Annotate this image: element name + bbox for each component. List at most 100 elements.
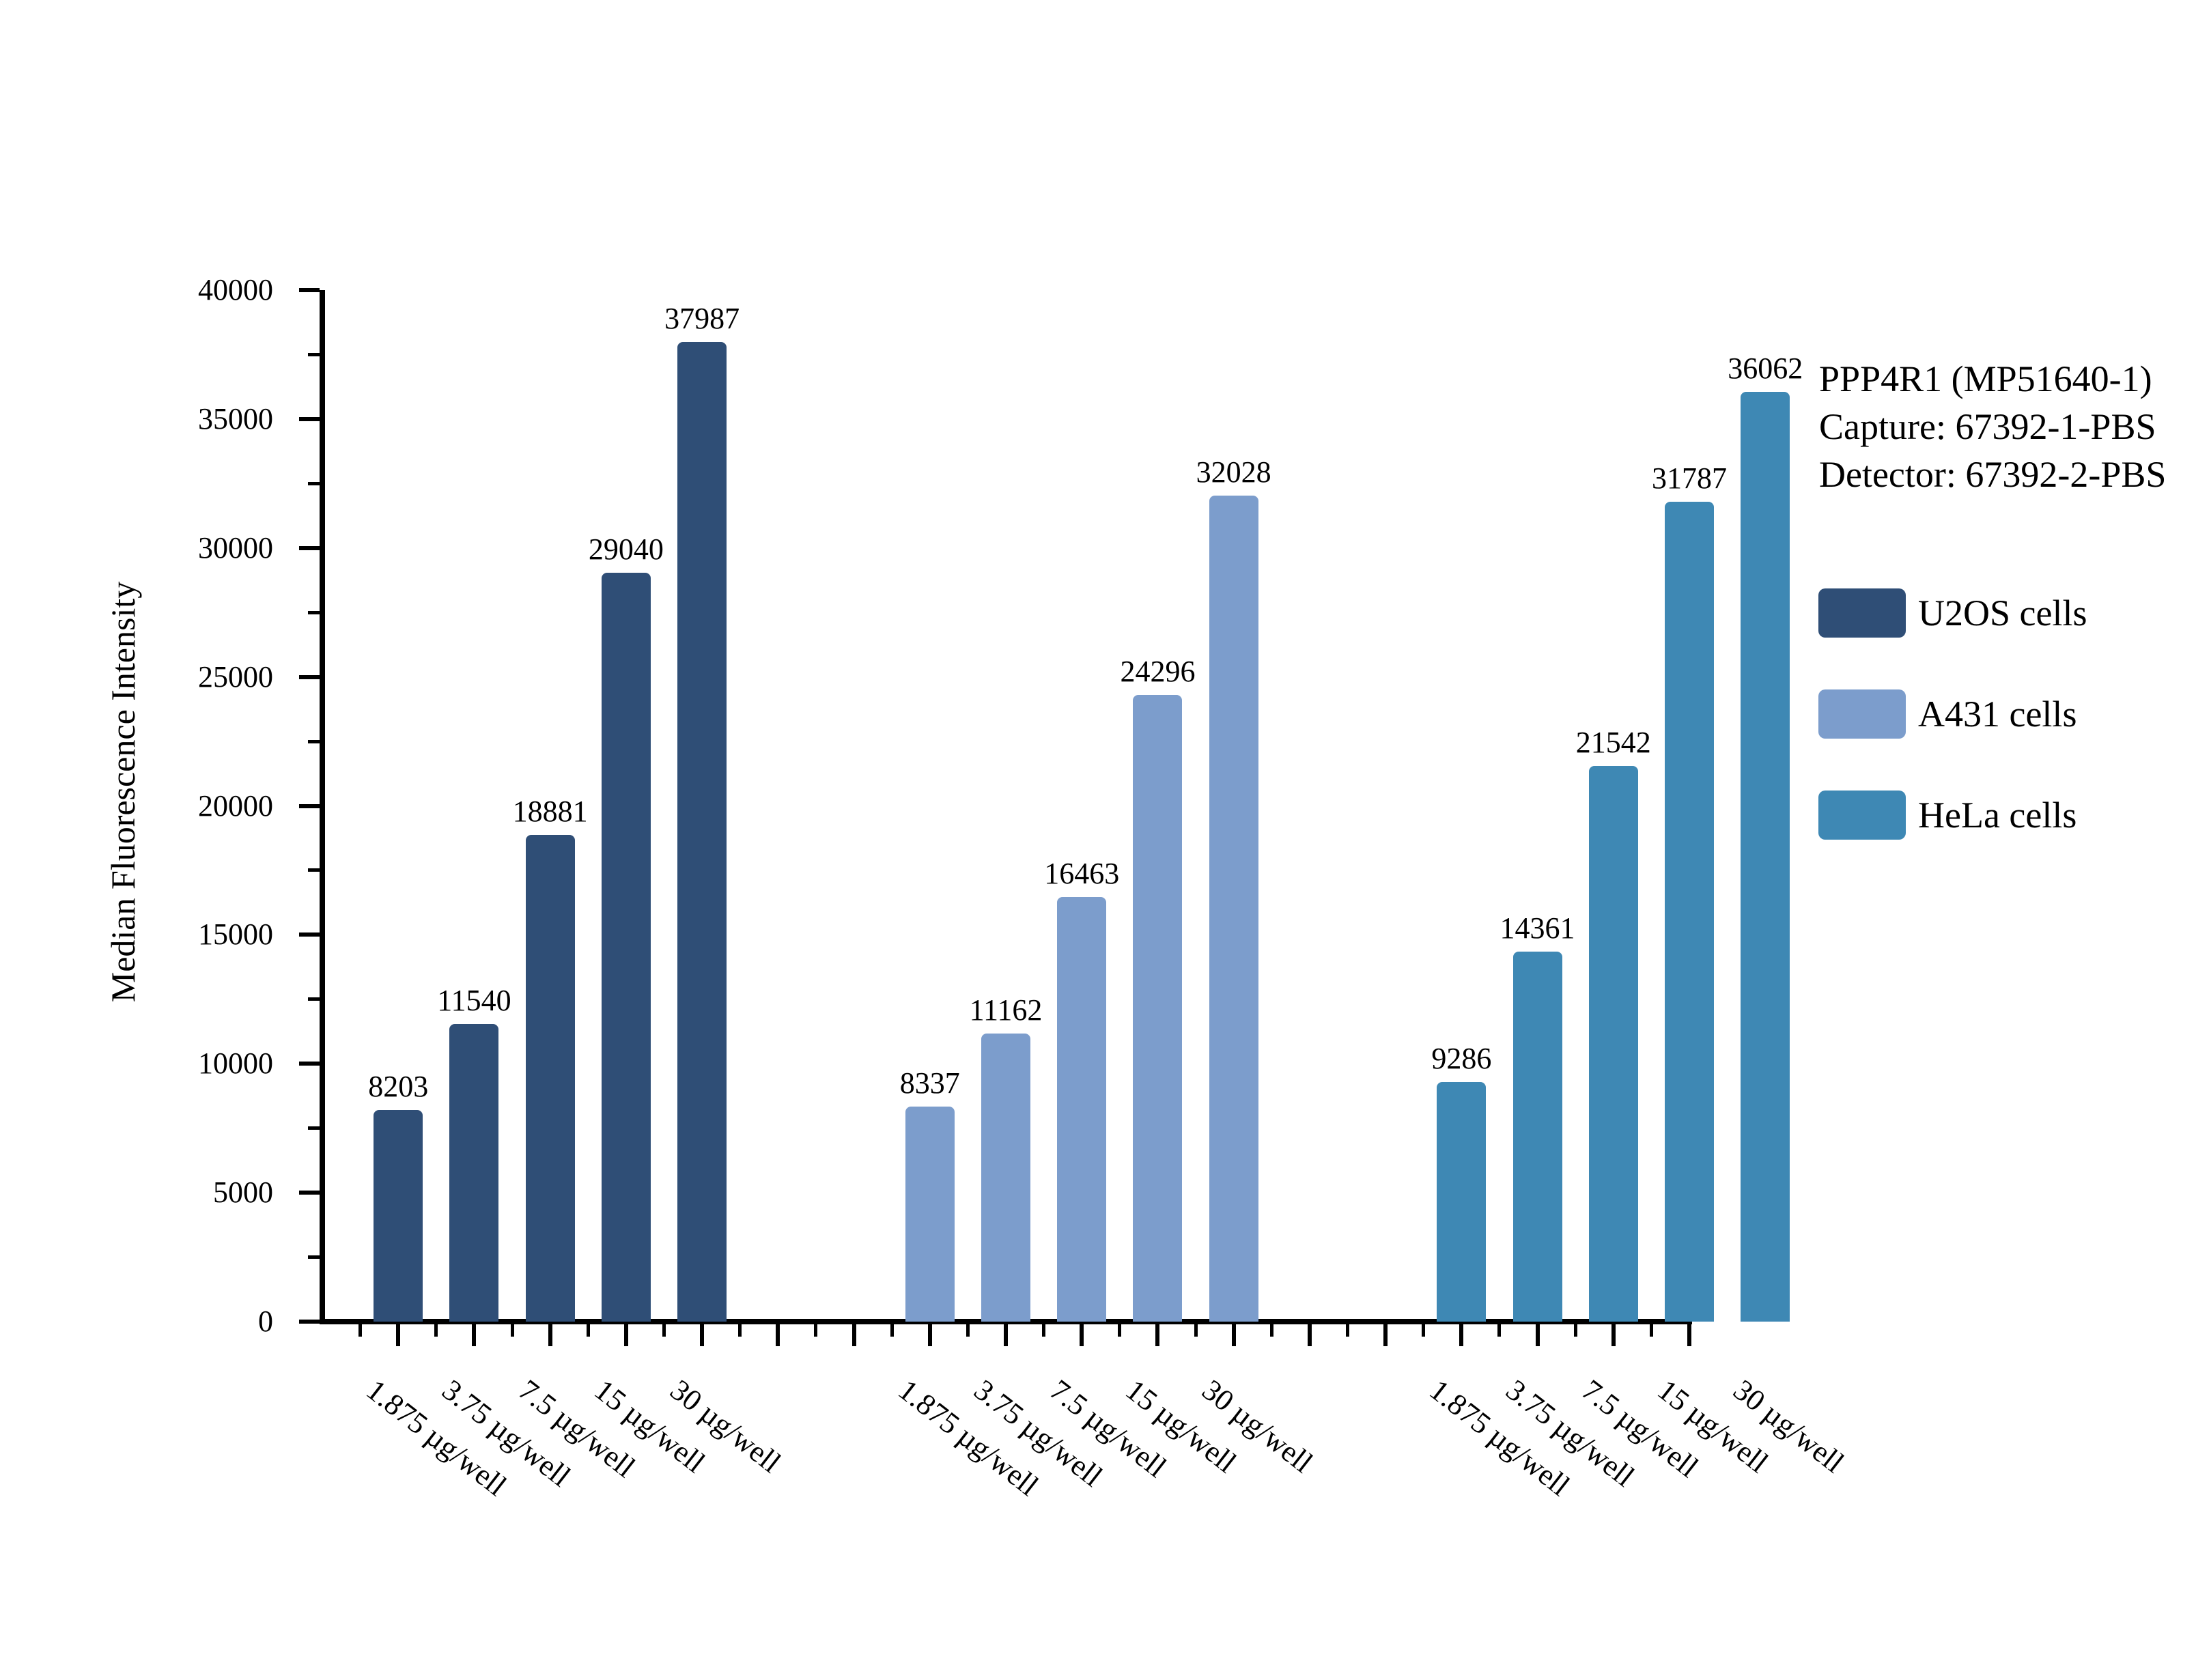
bar-value-label: 21542 <box>1575 726 1651 760</box>
y-minor-tick <box>308 481 320 485</box>
legend-swatch-hela <box>1818 791 1906 840</box>
x-major-tick <box>396 1324 401 1346</box>
bar-value-label: 18881 <box>512 794 588 828</box>
y-minor-tick <box>308 868 320 872</box>
legend-label-hela: HeLa cells <box>1918 795 2077 836</box>
y-tick-label: 25000 <box>198 659 273 694</box>
x-major-tick <box>1459 1324 1464 1346</box>
x-minor-tick <box>662 1324 666 1337</box>
bar-value-label: 8337 <box>899 1066 960 1100</box>
y-minor-tick <box>308 1126 320 1130</box>
bar-value-label: 24296 <box>1120 655 1196 689</box>
y-minor-tick <box>308 610 320 614</box>
x-major-tick <box>472 1324 477 1346</box>
bar-a431-30 µg/well <box>1209 496 1258 1322</box>
bar-hela-3.75 µg/well <box>1512 951 1562 1322</box>
y-major-tick <box>299 674 320 679</box>
y-tick-label: 10000 <box>198 1047 273 1081</box>
y-major-tick <box>299 1062 320 1066</box>
legend-item-hela: HeLa cells <box>1818 789 2087 841</box>
legend-swatch-u2os <box>1818 588 1906 638</box>
x-minor-tick <box>1194 1324 1198 1337</box>
bar-u2os-1.875 µg/well <box>374 1110 423 1322</box>
legend-label-a431: A431 cells <box>1918 694 2077 735</box>
x-minor-tick <box>1422 1324 1426 1337</box>
x-minor-tick <box>1042 1324 1046 1337</box>
x-major-tick <box>776 1324 780 1346</box>
bar-a431-1.875 µg/well <box>905 1107 955 1322</box>
bar-u2os-30 µg/well <box>677 342 727 1322</box>
x-major-tick <box>927 1324 932 1346</box>
legend-swatch-a431 <box>1818 689 1906 739</box>
y-tick-label: 15000 <box>198 917 273 952</box>
x-major-tick <box>623 1324 628 1346</box>
y-major-tick <box>299 545 320 550</box>
annotation-line-3: Detector: 67392-2-PBS <box>1819 454 2167 495</box>
bar-value-label: 16463 <box>1044 857 1120 891</box>
x-minor-tick <box>890 1324 894 1337</box>
y-tick-label: 5000 <box>213 1176 273 1210</box>
y-major-tick <box>299 932 320 937</box>
bar-a431-15 µg/well <box>1133 695 1183 1322</box>
x-minor-tick <box>434 1324 438 1337</box>
y-tick-label: 40000 <box>198 273 273 307</box>
bar-value-label: 32028 <box>1196 455 1271 489</box>
y-tick-label: 20000 <box>198 788 273 823</box>
bar-value-label: 37987 <box>664 302 740 336</box>
bar-value-label: 11162 <box>969 993 1043 1027</box>
x-major-tick <box>1307 1324 1312 1346</box>
y-tick-label: 30000 <box>198 530 273 565</box>
x-minor-tick <box>1649 1324 1653 1337</box>
bar-value-label: 14361 <box>1500 911 1575 945</box>
x-major-tick <box>1080 1324 1084 1346</box>
bar-value-label: 36062 <box>1728 351 1803 385</box>
y-major-tick <box>299 288 320 292</box>
y-major-tick <box>299 1320 320 1324</box>
x-minor-tick <box>1573 1324 1577 1337</box>
chart-annotation: PPP4R1 (MP51640-1) Capture: 67392-1-PBS … <box>1819 355 2166 498</box>
x-major-tick <box>1687 1324 1691 1346</box>
y-major-tick <box>299 416 320 421</box>
x-major-tick <box>1004 1324 1008 1346</box>
bar-hela-1.875 µg/well <box>1437 1082 1487 1322</box>
x-minor-tick <box>510 1324 514 1337</box>
y-tick-label: 35000 <box>198 401 273 436</box>
bar-hela-7.5 µg/well <box>1588 766 1638 1322</box>
annotation-line-2: Capture: 67392-1-PBS <box>1819 406 2156 447</box>
annotation-line-1: PPP4R1 (MP51640-1) <box>1819 358 2152 399</box>
x-axis-line <box>320 1319 1692 1324</box>
bar-value-label: 8203 <box>368 1070 429 1104</box>
bar-value-label: 9286 <box>1431 1042 1492 1076</box>
bar-value-label: 11540 <box>437 984 511 1018</box>
x-major-tick <box>851 1324 856 1346</box>
legend-item-a431: A431 cells <box>1818 688 2087 740</box>
x-major-tick <box>1611 1324 1616 1346</box>
bar-hela-15 µg/well <box>1665 502 1714 1322</box>
x-major-tick <box>548 1324 552 1346</box>
x-major-tick <box>1155 1324 1160 1346</box>
x-major-tick <box>1231 1324 1236 1346</box>
y-tick-label: 0 <box>258 1305 273 1338</box>
bar-u2os-7.5 µg/well <box>525 834 575 1322</box>
x-minor-tick <box>1346 1324 1349 1337</box>
legend-label-u2os: U2OS cells <box>1918 593 2087 633</box>
bar-value-label: 29040 <box>588 532 664 566</box>
y-minor-tick <box>308 739 320 743</box>
x-major-tick <box>1383 1324 1388 1346</box>
x-minor-tick <box>1497 1324 1502 1337</box>
x-minor-tick <box>358 1324 363 1337</box>
x-minor-tick <box>1269 1324 1273 1337</box>
y-minor-tick <box>308 997 320 1001</box>
x-minor-tick <box>966 1324 970 1337</box>
bar-u2os-3.75 µg/well <box>449 1024 499 1322</box>
bar-u2os-15 µg/well <box>601 573 651 1322</box>
x-minor-tick <box>738 1324 742 1337</box>
y-axis-line <box>320 290 325 1324</box>
bar-value-label: 31787 <box>1652 461 1727 496</box>
y-major-tick <box>299 1191 320 1195</box>
x-major-tick <box>700 1324 705 1346</box>
bar-hela-30 µg/well <box>1741 391 1790 1322</box>
legend-item-u2os: U2OS cells <box>1818 587 2087 639</box>
bar-a431-7.5 µg/well <box>1057 897 1107 1322</box>
